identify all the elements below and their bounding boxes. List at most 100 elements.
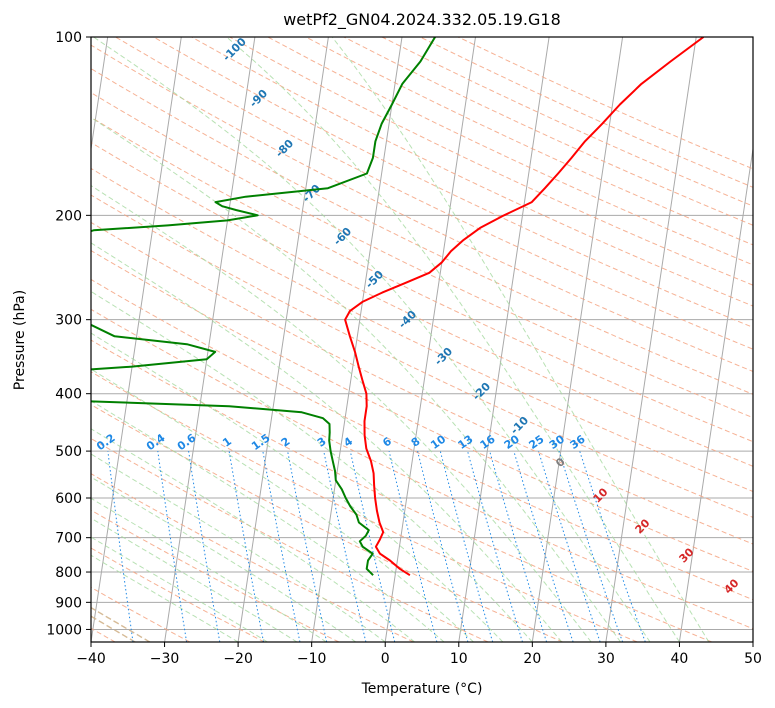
- mixing-ratio-line: [558, 450, 624, 642]
- moist-adiabat-line: [91, 184, 592, 642]
- moist-adiabat-line: [91, 554, 239, 642]
- isotherm-line: [752, 638, 753, 642]
- y-tick-label: 300: [55, 313, 82, 329]
- mixing-ratio-line: [417, 450, 469, 642]
- moist-adiabat-label: 10: [591, 485, 611, 505]
- moist-adiabat-line: [93, 37, 651, 642]
- x-tick-label: 0: [381, 651, 390, 667]
- dry-adiabat-line: [91, 308, 753, 630]
- dewpoint-profile-line: [91, 37, 436, 576]
- isotherm-line: [458, 37, 550, 642]
- x-tick-label: −20: [223, 651, 253, 667]
- moist-adiabat-line: [91, 242, 563, 642]
- dry-adiabat-label: -80: [273, 137, 296, 160]
- isotherm-line: [237, 37, 329, 642]
- y-axis: 100 200 300 400 500 600 700 800 900 1000: [46, 30, 91, 638]
- x-tick-label: 20: [523, 651, 541, 667]
- y-tick-label: 100: [55, 30, 82, 46]
- mixing-ratio-label: 8: [409, 435, 423, 450]
- y-tick-label: 800: [55, 565, 82, 581]
- moist-adiabat-line: [91, 332, 504, 642]
- mixing-ratio-label: 6: [380, 435, 394, 450]
- isotherm-line: [531, 37, 624, 642]
- mixing-ratio-label: 3: [315, 435, 329, 450]
- dry-adiabat-label: -20: [470, 380, 493, 403]
- dry-adiabat-label: -100: [220, 35, 249, 64]
- y-tick-label: 1000: [46, 622, 82, 638]
- mixing-ratio-line: [579, 450, 646, 642]
- mixing-ratio-label: 0.2: [94, 431, 117, 453]
- mixing-ratio-line: [467, 450, 523, 642]
- mixing-ratio-label: 0.6: [175, 431, 199, 453]
- mixing-ratio-line: [388, 450, 438, 642]
- mixing-ratio-line: [323, 450, 367, 642]
- dry-adiabat-line: [91, 509, 340, 642]
- moist-adiabat-line: [226, 37, 680, 642]
- moist-adiabat-line: [91, 476, 357, 642]
- mixing-ratio-line: [439, 450, 494, 642]
- temperature-profile-line: [344, 37, 705, 577]
- y-tick-label: 700: [55, 531, 82, 547]
- x-tick-label: −30: [150, 651, 180, 667]
- x-axis: −40 −30 −20 −10 0 10 20 30 40 50: [76, 642, 762, 667]
- dry-adiabat-line: [91, 250, 753, 572]
- moist-adiabat-line: [91, 517, 298, 642]
- moist-adiabat-line: [91, 428, 415, 642]
- x-tick-label: 50: [744, 651, 762, 667]
- x-tick-label: 30: [597, 651, 615, 667]
- chart-title: wetPf2_GN04.2024.332.05.19.G18: [283, 10, 561, 30]
- mixing-ratio-label: 36: [568, 432, 588, 452]
- mixing-ratio-line: [228, 451, 264, 642]
- mixing-ratio-label: 13: [456, 433, 476, 452]
- dry-adiabat-label: -60: [331, 225, 354, 248]
- dry-adiabat-line: [91, 586, 190, 642]
- dry-adiabat-line: [229, 37, 753, 286]
- mixing-ratio-label: 16: [478, 432, 498, 452]
- dry-adiabat-line: [91, 167, 753, 493]
- dry-adiabat-line: [91, 371, 638, 642]
- moist-adiabat-line: [331, 37, 710, 642]
- dry-adiabats: [91, 37, 753, 642]
- mixing-ratio-line: [349, 450, 396, 642]
- dry-adiabat-line: [91, 44, 753, 372]
- sounding-series: [91, 37, 705, 577]
- mixing-ratio-label: 20: [502, 432, 522, 452]
- moist-adiabat-label: 20: [633, 516, 653, 536]
- dry-adiabat-line: [115, 37, 753, 350]
- y-tick-label: 200: [55, 208, 82, 224]
- moist-adiabat-line: [91, 116, 621, 642]
- isotherm-line: [91, 37, 109, 153]
- isotherm-line: [678, 145, 753, 642]
- dry-adiabat-label: -90: [247, 87, 270, 110]
- dry-adiabat-line: [91, 437, 489, 642]
- x-tick-label: 10: [450, 651, 468, 667]
- isotherm-line: [384, 37, 476, 642]
- mixing-ratio-label: 1: [220, 435, 234, 450]
- dry-adiabat-line: [91, 194, 753, 518]
- moist-adiabat-line: [91, 400, 445, 642]
- isotherm-line: [605, 37, 697, 642]
- mixing-ratio-label: 0.4: [144, 431, 168, 453]
- y-tick-label: 600: [55, 491, 82, 507]
- mixing-ratio-lines: [107, 450, 646, 642]
- dry-adiabat-line: [267, 37, 753, 266]
- mixing-ratio-line: [538, 450, 601, 642]
- dry-adiabat-line: [191, 37, 753, 307]
- y-tick-label: 500: [55, 444, 82, 460]
- x-tick-label: −10: [297, 651, 327, 667]
- dry-adiabat-label: -30: [432, 345, 455, 368]
- dry-adiabat-label: -40: [396, 308, 419, 331]
- mixing-ratio-label: 4: [341, 435, 355, 450]
- dry-adiabat-line: [91, 116, 753, 443]
- dry-adiabat-line: [153, 37, 753, 328]
- dry-adiabat-line: [381, 37, 753, 207]
- dry-adiabat-label: -50: [363, 268, 386, 291]
- moist-adiabats: [91, 37, 710, 642]
- plot-frame: [90, 36, 754, 643]
- y-tick-label: 400: [55, 387, 82, 403]
- x-tick-label: 40: [671, 651, 689, 667]
- mixing-ratio-label: 30: [547, 432, 567, 452]
- dry-adiabat-line: [457, 37, 753, 170]
